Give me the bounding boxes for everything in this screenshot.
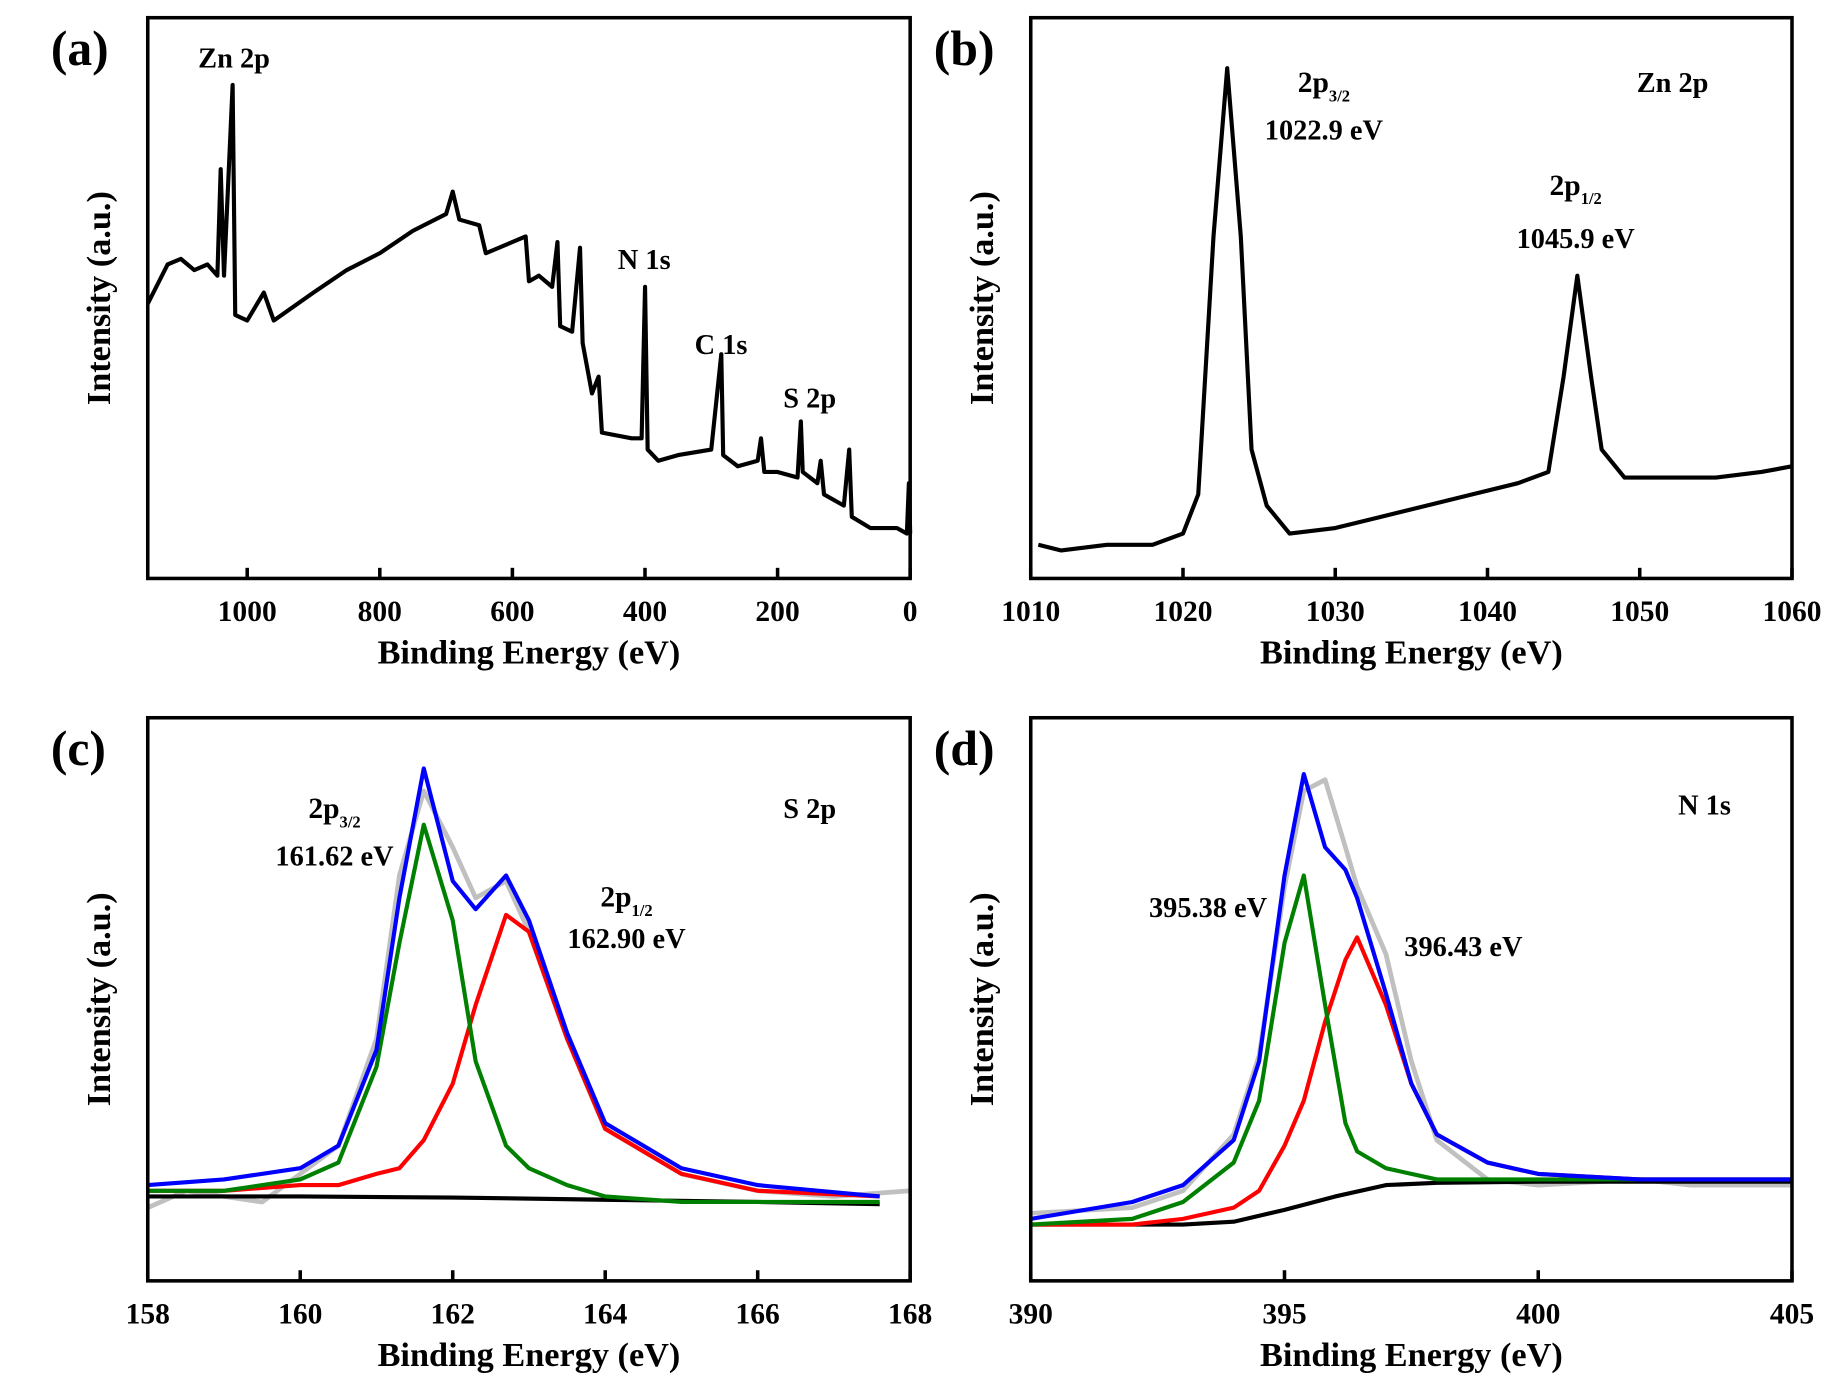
annotation-text: 161.62 eV xyxy=(275,841,394,872)
x-tick-label: 390 xyxy=(1009,1298,1053,1330)
x-tick-label: 1020 xyxy=(1153,596,1212,628)
x-tick-label: 800 xyxy=(358,596,402,628)
annotation-text: S 2p xyxy=(783,383,836,414)
spectrum-line xyxy=(1030,873,1792,1227)
y-axis-label: Intensity (a.u.) xyxy=(963,892,1001,1106)
annotation-text: S 2p xyxy=(783,794,836,825)
spectrum-line xyxy=(147,912,880,1199)
x-axis-label: Binding Energy (eV) xyxy=(1260,633,1563,671)
annotation: 2p3/2 xyxy=(1298,67,1350,105)
annotation: 161.62 eV xyxy=(275,841,394,872)
annotation-text: 162.90 eV xyxy=(567,924,686,955)
panel-label: (d) xyxy=(934,721,995,776)
x-tick-label: 600 xyxy=(490,596,534,628)
axes-frame xyxy=(1028,15,1794,581)
x-axis-label: Binding Energy (eV) xyxy=(1260,1336,1563,1374)
annotation-text: 2p xyxy=(600,882,631,914)
annotation-text: 2p xyxy=(1550,170,1581,202)
annotation: 2p3/2 xyxy=(308,793,360,831)
x-tick-label: 1000 xyxy=(218,596,277,628)
y-axis-label: Intensity (a.u.) xyxy=(963,191,1001,405)
panel-label: (c) xyxy=(51,721,106,776)
annotation: 2p1/2 xyxy=(1550,170,1602,208)
annotation: 396.43 eV xyxy=(1404,932,1523,963)
annotation: 2p1/2 xyxy=(600,882,652,920)
spectrum-line xyxy=(146,788,911,1210)
panel-label: (a) xyxy=(51,21,109,76)
x-tick-label: 168 xyxy=(888,1298,932,1330)
x-tick-label: 1010 xyxy=(1001,596,1060,628)
annotation-text: N 1s xyxy=(618,245,671,276)
annotation-text: 2p xyxy=(308,793,339,825)
annotation-text: 396.43 eV xyxy=(1404,932,1523,963)
annotation-text: 1045.9 eV xyxy=(1517,224,1636,255)
x-tick-label: 162 xyxy=(431,1298,475,1330)
spectrum-line xyxy=(147,766,880,1199)
annotation-text: Zn 2p xyxy=(198,43,270,74)
annotation-text: 1022.9 eV xyxy=(1265,115,1384,146)
x-tick-label: 158 xyxy=(126,1298,170,1330)
spectrum-line xyxy=(1030,1179,1792,1227)
annotation: 1045.9 eV xyxy=(1517,224,1636,255)
annotation-text: 2p xyxy=(1298,67,1329,99)
axes-frame xyxy=(145,15,912,581)
x-axis-label: Binding Energy (eV) xyxy=(378,633,681,671)
annotation-text: Zn 2p xyxy=(1637,68,1709,99)
x-tick-label: 166 xyxy=(736,1298,780,1330)
axes-frame xyxy=(1028,715,1794,1283)
annotation: S 2p xyxy=(783,383,836,414)
annotation: 162.90 eV xyxy=(567,924,686,955)
annotation-subscript: 1/2 xyxy=(1581,189,1602,208)
x-tick-label: 400 xyxy=(623,596,667,628)
spectrum-line xyxy=(1030,777,1792,1216)
x-tick-label: 160 xyxy=(278,1298,322,1330)
spectrum-line xyxy=(1030,771,1792,1221)
annotation: N 1s xyxy=(1678,791,1731,822)
annotation: Zn 2p xyxy=(198,43,270,74)
annotation-text: 395.38 eV xyxy=(1149,893,1268,924)
x-tick-label: 405 xyxy=(1770,1298,1814,1330)
annotation-subscript: 3/2 xyxy=(1329,87,1350,106)
spectrum-line xyxy=(1037,66,1793,553)
axes-frame xyxy=(145,715,912,1283)
x-tick-label: 0 xyxy=(903,596,918,628)
annotation: Zn 2p xyxy=(1637,68,1709,99)
x-tick-label: 200 xyxy=(755,596,799,628)
x-tick-label: 395 xyxy=(1262,1298,1306,1330)
annotation: 1022.9 eV xyxy=(1265,115,1384,146)
annotation: S 2p xyxy=(783,794,836,825)
y-axis-label: Intensity (a.u.) xyxy=(80,892,118,1106)
x-axis-label: Binding Energy (eV) xyxy=(378,1336,681,1374)
x-tick-label: 1030 xyxy=(1306,596,1365,628)
x-tick-label: 400 xyxy=(1516,1298,1560,1330)
annotation: 395.38 eV xyxy=(1149,893,1268,924)
x-tick-label: 1050 xyxy=(1610,596,1669,628)
spectrum-line xyxy=(145,82,913,536)
spectrum-line xyxy=(147,822,880,1205)
annotation: N 1s xyxy=(618,245,671,276)
annotation: C 1s xyxy=(695,330,748,361)
annotation-text: C 1s xyxy=(695,330,748,361)
annotation-subscript: 1/2 xyxy=(632,901,653,920)
x-tick-label: 1040 xyxy=(1458,596,1517,628)
annotation-subscript: 3/2 xyxy=(340,813,361,832)
panel-label: (b) xyxy=(934,21,995,76)
x-tick-label: 1060 xyxy=(1762,596,1821,628)
annotation-text: N 1s xyxy=(1678,791,1731,822)
x-tick-label: 164 xyxy=(583,1298,628,1330)
y-axis-label: Intensity (a.u.) xyxy=(80,191,118,405)
